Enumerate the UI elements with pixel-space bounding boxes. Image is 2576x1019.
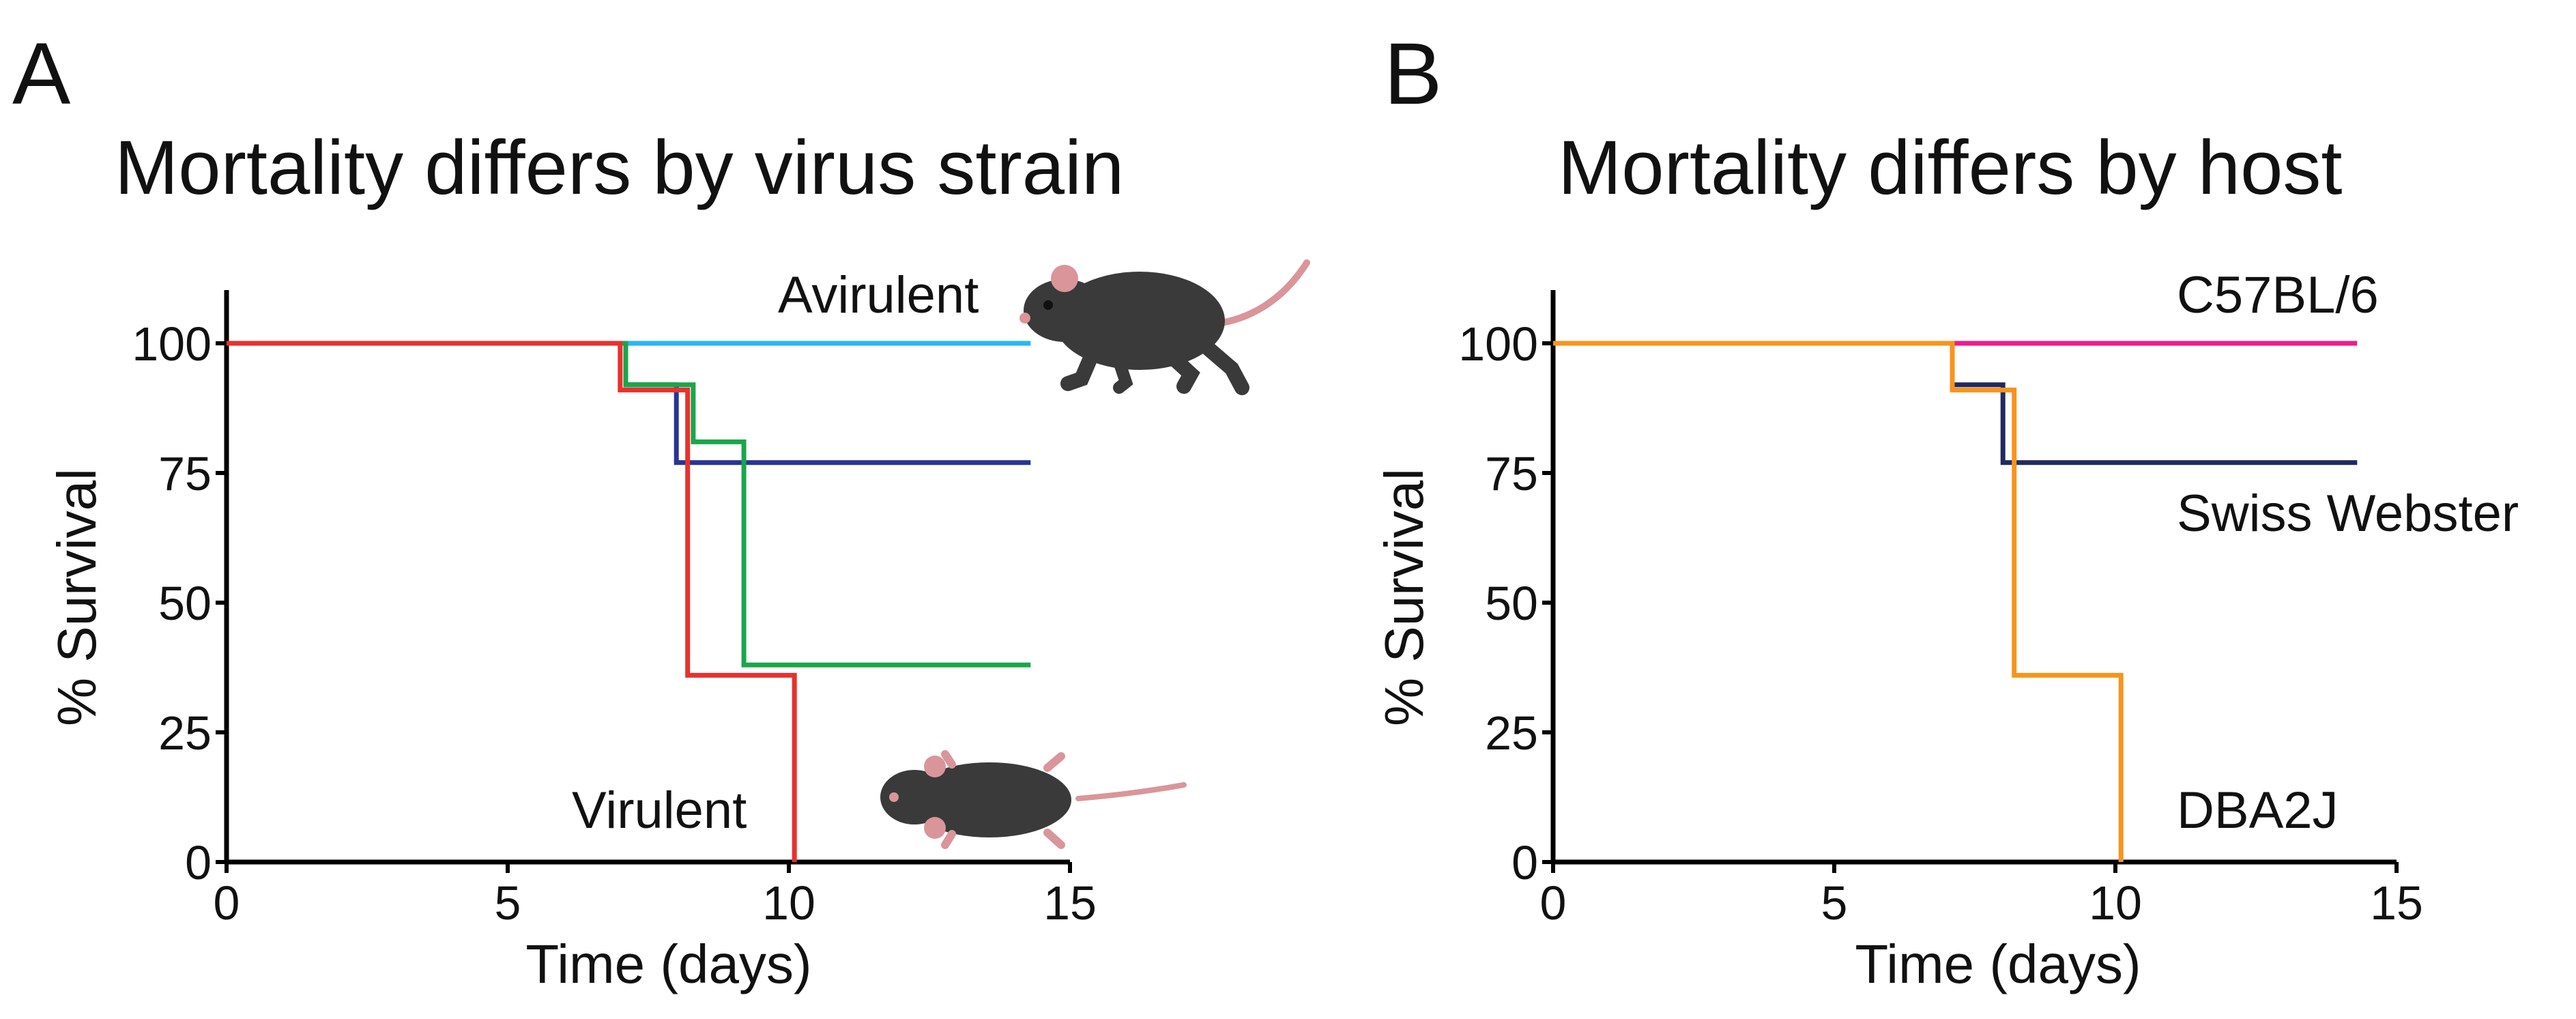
- y-tick-label: 100: [1458, 317, 1538, 371]
- y-tick-label: 25: [158, 706, 212, 760]
- x-tick-label: 10: [762, 876, 815, 930]
- series-line-dba2j: [1553, 341, 2124, 862]
- x-tick-label: 15: [1043, 876, 1097, 930]
- y-axis-label: % Survival: [1374, 468, 1434, 726]
- y-tick-label: 50: [1485, 577, 1538, 630]
- axis-ticks: 0 5 10 15 0 25 50 75 100: [132, 317, 1097, 930]
- y-tick-label: 0: [1511, 836, 1538, 889]
- annotation-dba2j: DBA2J: [2177, 781, 2339, 839]
- panel-letter: B: [1384, 25, 1442, 123]
- annotation-c57bl6: C57BL/6: [2177, 266, 2379, 324]
- series-group: [1553, 341, 2358, 862]
- series-line-intermediate-blue: [227, 341, 1031, 465]
- mouse-side-icon: [1019, 259, 1310, 395]
- y-axis-label: % Survival: [46, 468, 107, 726]
- x-tick-label: 0: [1540, 876, 1567, 930]
- annotation-virulent: Virulent: [572, 781, 747, 839]
- annotation-avirulent: Avirulent: [778, 266, 979, 324]
- panel-b: B Mortality differs by host 0 5 10 15 0 25 50 7…: [1374, 25, 2519, 994]
- series-line-swiss-webster: [1553, 341, 2358, 465]
- annotation-swiss-webster: Swiss Webster: [2177, 485, 2519, 543]
- axis-ticks: 0 5 10 15 0 25 50 75 100: [1458, 317, 2423, 930]
- series-group: [227, 341, 1031, 862]
- panel-a: A Mortality differs by virus strain 0 5 10…: [12, 25, 1310, 994]
- series-line-intermediate-green: [227, 341, 1031, 668]
- mouse-top-icon: [880, 750, 1187, 849]
- chart-title: Mortality differs by virus strain: [115, 125, 1124, 210]
- x-tick-label: 0: [214, 876, 240, 930]
- x-tick-label: 15: [2370, 876, 2423, 930]
- panel-letter: A: [12, 25, 71, 123]
- x-tick-label: 5: [495, 876, 521, 930]
- x-tick-label: 5: [1821, 876, 1848, 930]
- y-tick-label: 25: [1485, 706, 1538, 760]
- chart-title: Mortality differs by host: [1558, 125, 2342, 210]
- x-axis-label: Time (days): [1855, 934, 2141, 994]
- y-tick-label: 100: [132, 317, 212, 371]
- y-tick-label: 75: [1485, 447, 1538, 500]
- y-tick-label: 0: [185, 836, 212, 889]
- y-tick-label: 50: [158, 577, 212, 630]
- x-tick-label: 10: [2089, 876, 2142, 930]
- series-line-virulent: [227, 341, 797, 862]
- y-tick-label: 75: [158, 447, 212, 500]
- x-axis-label: Time (days): [525, 934, 811, 994]
